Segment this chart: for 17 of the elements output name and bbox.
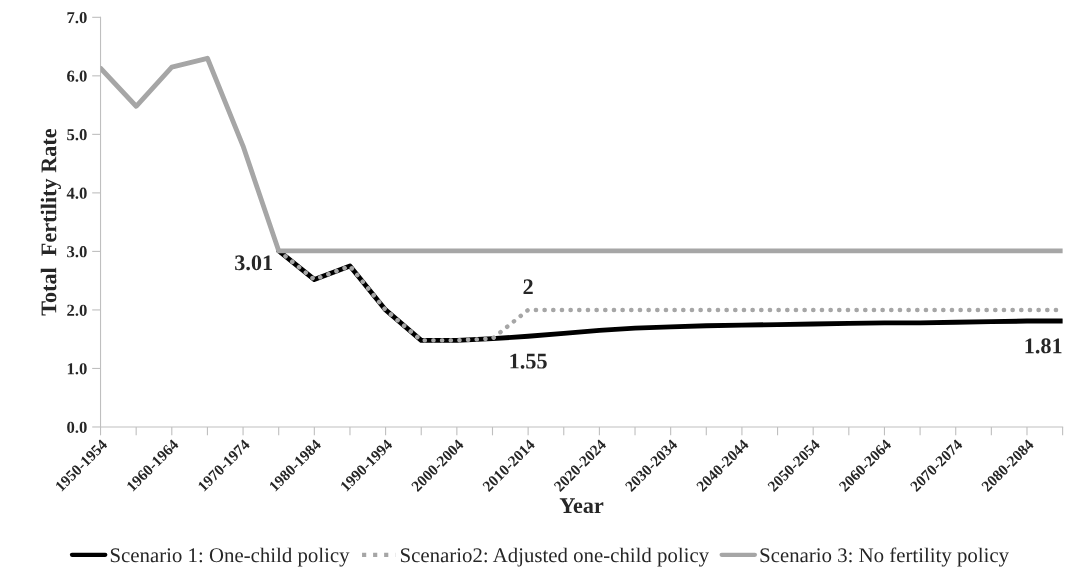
data-label: 3.01 [235, 255, 272, 271]
text: 2.0 [67, 304, 87, 316]
text: 0.0 [67, 421, 87, 433]
legend-label: Scenario 1: One-child policy [110, 547, 350, 567]
x-axis-title: Year [559, 498, 604, 514]
text: 5.0 [67, 129, 87, 141]
data-label: 1.55 [510, 353, 547, 369]
legend-label: Scenario 3: No fertility policy [760, 547, 1009, 567]
text: 1.0 [67, 363, 87, 375]
data-label: 1.81 [1025, 338, 1062, 354]
text: 6.0 [67, 70, 87, 82]
text: 7.0 [67, 12, 87, 24]
data-label: 2 [523, 279, 533, 295]
text: 3.0 [67, 246, 87, 258]
legend-label: Scenario2: Adjusted one-child policy [400, 547, 710, 567]
y-axis-title: Total Fertility Rate [40, 129, 61, 316]
text: 4.0 [66, 187, 87, 199]
